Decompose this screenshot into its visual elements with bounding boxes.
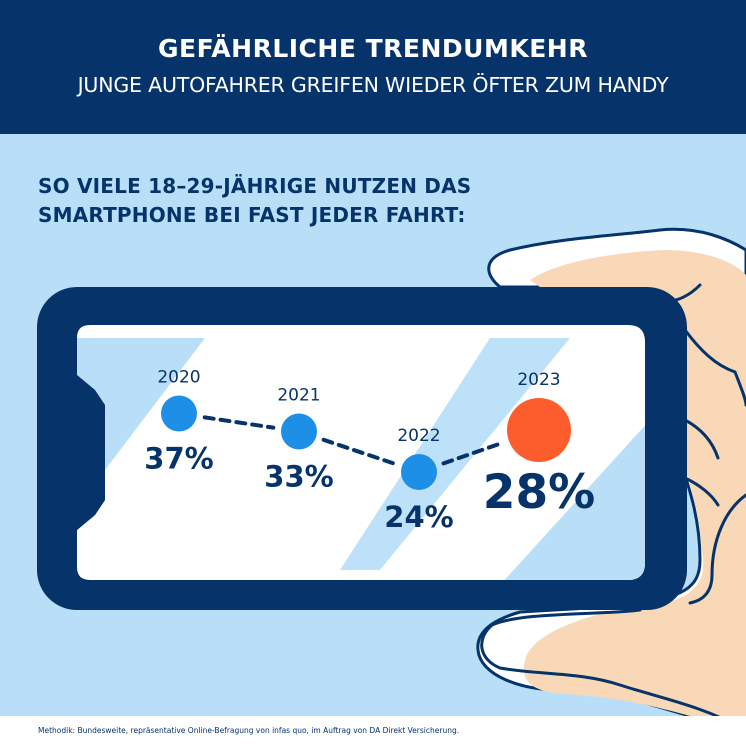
hand-illustration	[476, 227, 746, 732]
value-label-2022: 24%	[384, 500, 453, 534]
thumb-line	[688, 493, 746, 605]
connector-2022-2023	[441, 441, 504, 466]
chart-layer: 2020 37% 2021 33% 2022 24% 2023 28%	[144, 368, 595, 535]
screen-glare-3	[500, 420, 645, 580]
hand-skin	[523, 250, 746, 716]
data-point-2022	[401, 454, 437, 490]
data-point-2023	[507, 398, 571, 462]
question-line-2: SMARTPHONE BEI FAST JEDER FAHRT:	[38, 203, 466, 227]
page-subtitle: JUNGE AUTOFAHRER GREIFEN WIEDER ÖFTER ZU…	[77, 73, 669, 97]
question-line-1: SO VIELE 18–29-JÄHRIGE NUTZEN DAS	[38, 174, 472, 198]
connector-2021-2022	[321, 437, 397, 466]
value-label-2021: 33%	[264, 460, 333, 494]
finger-line-4	[683, 476, 720, 507]
year-label-2021: 2021	[277, 386, 320, 406]
year-label-2020: 2020	[157, 368, 200, 388]
data-point-2021	[281, 413, 317, 450]
value-label-2020: 37%	[144, 442, 213, 476]
page-title: GEFÄHRLICHE TRENDUMKEHR	[158, 34, 588, 63]
year-label-2022: 2022	[397, 426, 440, 446]
phone-notch	[77, 375, 105, 530]
finger-line-2	[683, 328, 746, 407]
hand-outline-bottom	[480, 608, 746, 732]
finger-line-3	[683, 418, 720, 460]
year-label-2023: 2023	[517, 370, 560, 390]
data-point-2020	[161, 395, 197, 432]
footer: Methodik: Bundesweite, repräsentative On…	[0, 716, 746, 746]
methodology-note: Methodik: Bundesweite, repräsentative On…	[38, 726, 460, 735]
screen-glare-2	[340, 338, 570, 570]
connector-2020-2021	[202, 415, 276, 430]
value-label-2023: 28%	[483, 465, 596, 520]
header-banner: GEFÄHRLICHE TRENDUMKEHR JUNGE AUTOFAHRER…	[0, 0, 746, 134]
chart-question: SO VIELE 18–29-JÄHRIGE NUTZEN DAS SMARTP…	[38, 172, 471, 230]
